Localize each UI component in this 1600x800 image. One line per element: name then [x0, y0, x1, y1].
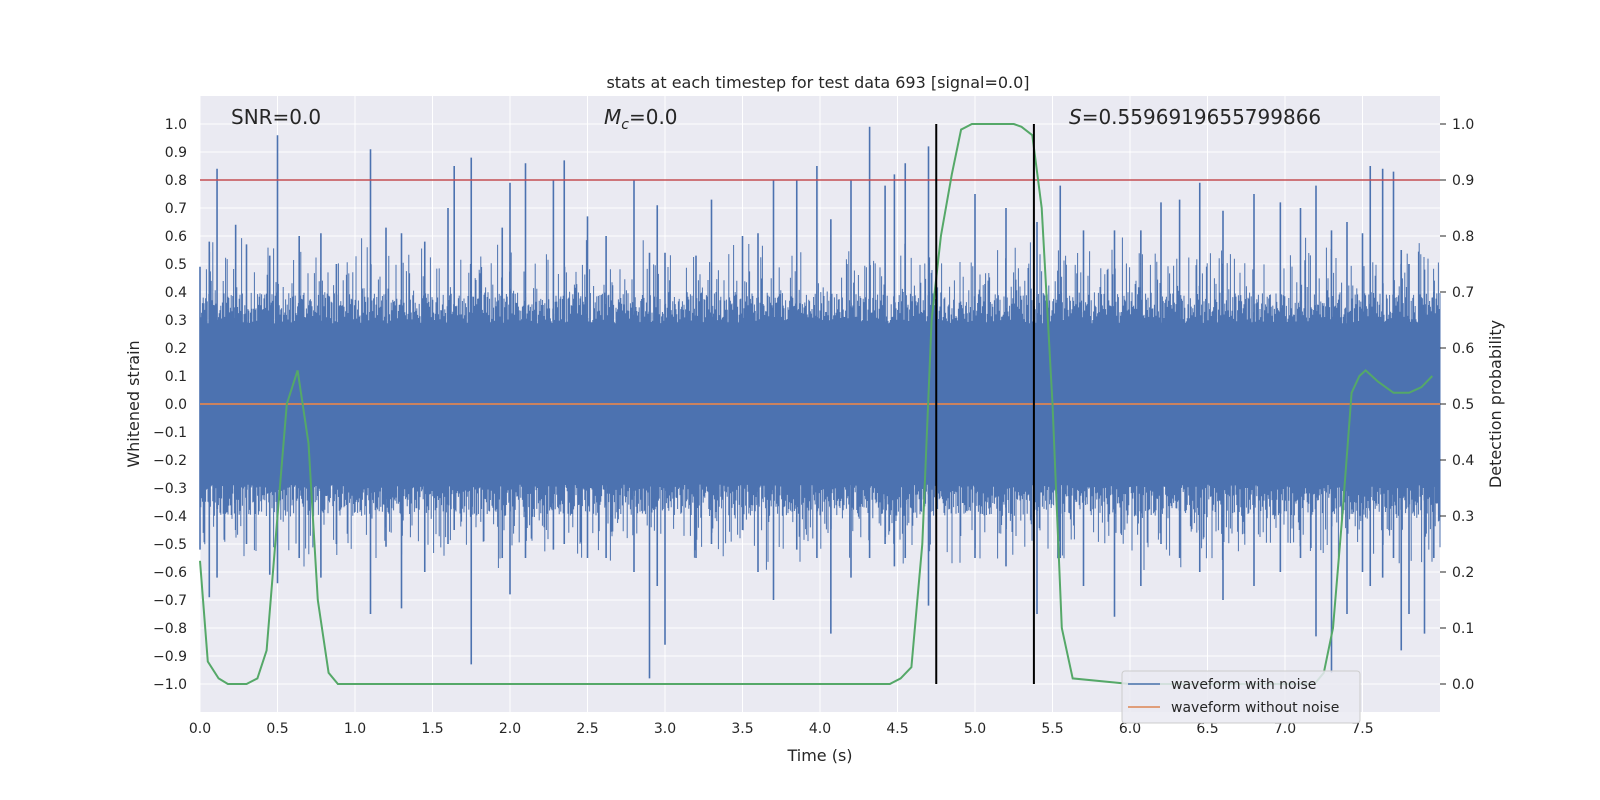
- y-tick-label: −0.4: [153, 509, 187, 525]
- x-tick-label: 4.5: [886, 721, 908, 737]
- x-tick-label: 3.0: [654, 721, 676, 737]
- y-tick-label: −0.7: [153, 593, 187, 609]
- score-value: =0.5596919655799866: [1082, 105, 1321, 129]
- y2-tick-label: 0.2: [1452, 565, 1474, 581]
- y-tick-label: 0.4: [165, 285, 187, 301]
- x-tick-label: 4.0: [809, 721, 831, 737]
- chirp-mass-annotation: Mc=0.0: [604, 105, 678, 133]
- x-tick-label: 2.0: [499, 721, 521, 737]
- y-tick-label: −1.0: [153, 677, 187, 693]
- x-tick-label: 1.5: [421, 721, 443, 737]
- chirp-mass-subscript: c: [621, 117, 629, 133]
- x-tick-label: 5.5: [1041, 721, 1063, 737]
- y2-tick-label: 0.4: [1452, 453, 1474, 469]
- x-tick-label: 5.0: [964, 721, 986, 737]
- y-tick-label: 1.0: [165, 117, 187, 133]
- snr-annotation: SNR=0.0: [231, 105, 321, 129]
- y-tick-label: 0.1: [165, 369, 187, 385]
- legend-label-noise: waveform with noise: [1171, 677, 1316, 693]
- y2-tick-label: 0.1: [1452, 621, 1474, 637]
- score-annotation: S=0.5596919655799866: [1069, 105, 1321, 129]
- y2-tick-label: 0.9: [1452, 173, 1474, 189]
- series-waveform-with-noise: [199, 126, 1441, 679]
- y2-tick-label: 0.8: [1452, 229, 1474, 245]
- y2-tick-label: 0.3: [1452, 509, 1474, 525]
- x-axis-ticks: 0.0 0.5 1.0 1.5 2.0 2.5 3.0 3.5 4.0 4.5 5.0 5.5 6.0 6…: [189, 721, 1374, 737]
- y2-tick-label: 0.7: [1452, 285, 1474, 301]
- y-tick-label: −0.5: [153, 537, 187, 553]
- y-tick-label: 0.0: [165, 397, 187, 413]
- y-axis-ticks: 1.0 0.9 0.8 0.7 0.6 0.5 0.4 0.3 0.2 0.1 0.0 −0.1 −0.…: [153, 117, 187, 693]
- y-tick-label: 0.9: [165, 145, 187, 161]
- y-tick-label: 0.8: [165, 173, 187, 189]
- y2-tick-label: 0.6: [1452, 341, 1474, 357]
- x-tick-label: 7.5: [1351, 721, 1373, 737]
- x-tick-label: 2.5: [576, 721, 598, 737]
- chirp-mass-symbol: M: [604, 105, 621, 129]
- y-tick-label: −0.9: [153, 649, 187, 665]
- y-axis-label: Whitened strain: [124, 340, 143, 467]
- legend: waveform with noise waveform without noi…: [1121, 670, 1361, 724]
- legend-label-clean: waveform without noise: [1171, 700, 1339, 716]
- y-tick-label: 0.6: [165, 229, 187, 245]
- x-tick-label: 6.0: [1119, 721, 1141, 737]
- y2-axis-ticks: 1.0 0.9 0.8 0.7 0.6 0.5 0.4 0.3 0.2 0.1 0.0: [1440, 117, 1474, 693]
- legend-box: [1121, 670, 1361, 724]
- y2-tick-label: 0.5: [1452, 397, 1474, 413]
- y2-axis-label: Detection probability: [1486, 320, 1505, 488]
- x-tick-label: 1.0: [344, 721, 366, 737]
- y-tick-label: 0.3: [165, 313, 187, 329]
- y-tick-label: −0.3: [153, 481, 187, 497]
- chart-title: stats at each timestep for test data 693…: [606, 73, 1029, 92]
- y-tick-label: 0.7: [165, 201, 187, 217]
- series-detection-probability: [199, 123, 1434, 685]
- probability-line: [199, 123, 1434, 685]
- x-tick-label: 0.5: [266, 721, 288, 737]
- y2-tick-label: 1.0: [1452, 117, 1474, 133]
- y-tick-label: 0.2: [165, 341, 187, 357]
- chirp-mass-value: =0.0: [629, 105, 678, 129]
- y-tick-label: −0.2: [153, 453, 187, 469]
- y-tick-label: −0.1: [153, 425, 187, 441]
- y-tick-label: 0.5: [165, 257, 187, 273]
- x-axis-label: Time (s): [786, 746, 852, 765]
- x-tick-label: 6.5: [1196, 721, 1218, 737]
- score-symbol: S: [1069, 105, 1082, 129]
- x-tick-label: 7.0: [1274, 721, 1296, 737]
- y2-tick-label: 0.0: [1452, 677, 1474, 693]
- y-tick-label: −0.8: [153, 621, 187, 637]
- x-tick-label: 3.5: [731, 721, 753, 737]
- y-tick-label: −0.6: [153, 565, 187, 581]
- detection-window-lines: [935, 124, 1035, 684]
- x-tick-label: 0.0: [189, 721, 211, 737]
